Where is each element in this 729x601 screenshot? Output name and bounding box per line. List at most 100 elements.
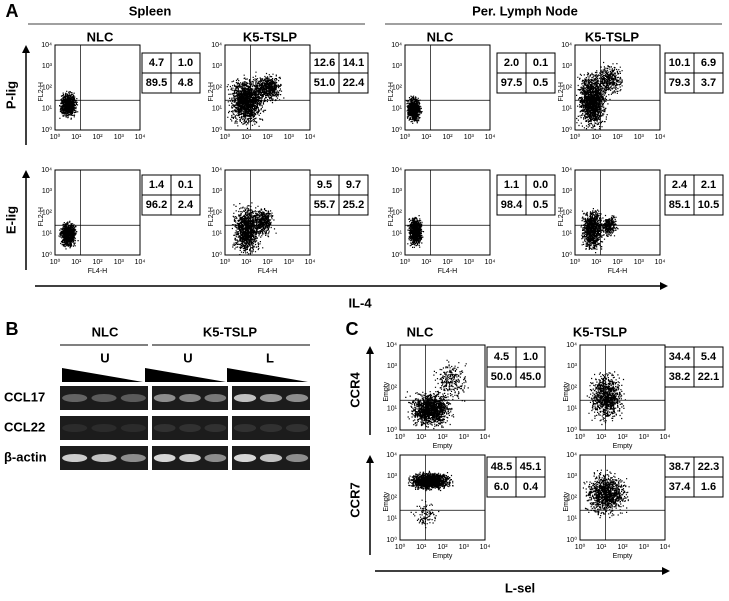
quadrant-value: 89.5 — [146, 77, 167, 89]
y-tick-label: 10⁴ — [561, 167, 572, 174]
y-tick-label: 10¹ — [567, 406, 578, 413]
x-tick-label: 10⁴ — [655, 259, 666, 266]
gel-band — [259, 424, 283, 432]
quadrant-value: 37.4 — [669, 481, 691, 493]
quadrant-cell — [515, 366, 546, 388]
quadrant-value: 48.5 — [491, 461, 512, 473]
y-tick-label: 10⁰ — [391, 251, 402, 259]
x-tick-label: 10¹ — [596, 544, 607, 551]
y-tick-label: 10⁴ — [41, 167, 52, 174]
dots — [59, 90, 79, 120]
quadrant-cell — [525, 194, 556, 216]
arrow-head — [366, 346, 374, 354]
group-title: NLC — [92, 324, 119, 339]
quadrant-value: 96.2 — [146, 199, 167, 211]
y-tick-label: 10¹ — [42, 106, 53, 113]
quadrant-value: 1.6 — [701, 481, 716, 493]
x-tick-label: 10⁴ — [485, 259, 496, 266]
x-tick-label: 10¹ — [241, 259, 252, 266]
x-tick-label: 10³ — [634, 134, 645, 141]
gel-band — [120, 394, 146, 402]
x-tick-label: 10³ — [639, 544, 650, 551]
y-tick-label: 10² — [387, 384, 398, 391]
quadrant-value: 10.5 — [698, 199, 719, 211]
gel-band — [204, 394, 227, 402]
x-tick-label: 10² — [442, 134, 453, 141]
x-axis-label: Empty — [613, 553, 633, 560]
y-axis-label: FL2-H — [388, 207, 395, 226]
quadrant-value: 1.1 — [504, 179, 519, 191]
gel-band — [62, 454, 88, 462]
dilution-wedge — [227, 368, 308, 382]
y-axis-label: FL2-H — [388, 82, 395, 101]
x-tick-label: 10³ — [464, 134, 475, 141]
x-tick-label: 10⁰ — [570, 133, 581, 141]
column-title: NLC — [427, 29, 454, 44]
quadrant-cell — [693, 476, 724, 498]
y-tick-label: 10⁰ — [386, 426, 397, 434]
quadrant-value: 51.0 — [314, 77, 335, 89]
lane-label: U — [100, 350, 109, 365]
x-tick-label: 10³ — [284, 259, 295, 266]
y-tick-label: 10⁰ — [211, 126, 222, 134]
x-tick-label: 10⁴ — [480, 434, 491, 441]
quadrant-value: 9.5 — [317, 179, 332, 191]
y-tick-label: 10⁰ — [561, 126, 572, 134]
column-title: K5-TSLP — [243, 29, 298, 44]
plot-frame — [399, 454, 486, 541]
x-tick-label: 10¹ — [241, 134, 252, 141]
gel-band — [233, 394, 257, 402]
dots — [405, 359, 469, 430]
y-tick-label: 10² — [562, 84, 573, 91]
gel-band — [91, 394, 117, 402]
quadrant-value: 38.7 — [669, 461, 690, 473]
x-axis-label: FL4-H — [608, 268, 627, 275]
y-tick-label: 10³ — [562, 188, 573, 195]
x-tick-label: 10² — [442, 259, 453, 266]
y-tick-label: 10¹ — [562, 231, 573, 238]
dots — [406, 95, 423, 124]
gel-band — [233, 454, 257, 462]
dots — [580, 208, 619, 254]
x-tick-label: 10² — [437, 544, 448, 551]
quadrant-value: 22.3 — [698, 461, 719, 473]
y-tick-label: 10⁴ — [211, 42, 222, 49]
quadrant-value: 6.9 — [701, 57, 716, 69]
y-tick-label: 10³ — [212, 188, 223, 195]
y-tick-label: 10⁰ — [386, 536, 397, 544]
y-tick-label: 10² — [567, 384, 578, 391]
y-axis-label: FL2-H — [38, 207, 45, 226]
quadrant-value: 45.1 — [520, 461, 541, 473]
y-tick-label: 10⁴ — [391, 42, 402, 49]
gel-band — [91, 454, 117, 462]
x-tick-label: 10² — [262, 134, 273, 141]
plot-frame — [579, 454, 666, 541]
x-tick-label: 10⁰ — [570, 258, 581, 266]
x-axis-label: FL4-H — [258, 268, 277, 275]
y-tick-label: 10¹ — [387, 406, 398, 413]
lane-label: L — [266, 350, 274, 365]
x-tick-label: 10⁰ — [220, 258, 231, 266]
y-tick-label: 10² — [42, 209, 53, 216]
gel-band — [153, 394, 176, 402]
y-tick-label: 10⁴ — [561, 42, 572, 49]
x-tick-label: 10⁴ — [660, 434, 671, 441]
plot-frame — [54, 44, 141, 131]
quadrant-value: 25.2 — [343, 199, 364, 211]
x-tick-label: 10¹ — [596, 434, 607, 441]
x-tick-label: 10³ — [114, 259, 125, 266]
y-tick-label: 10¹ — [562, 106, 573, 113]
dots — [231, 202, 277, 256]
axis-title: IL-4 — [348, 295, 372, 310]
quadrant-value: 22.1 — [698, 371, 719, 383]
x-tick-label: 10² — [612, 134, 623, 141]
quadrant-value: 10.1 — [669, 57, 690, 69]
gel-band — [259, 454, 283, 462]
x-tick-label: 10⁰ — [395, 543, 406, 551]
quadrant-value: 97.5 — [501, 77, 522, 89]
x-tick-label: 10² — [617, 434, 628, 441]
gel-band — [233, 424, 257, 432]
gel-band — [179, 394, 201, 402]
quadrant-value: 0.0 — [533, 179, 548, 191]
